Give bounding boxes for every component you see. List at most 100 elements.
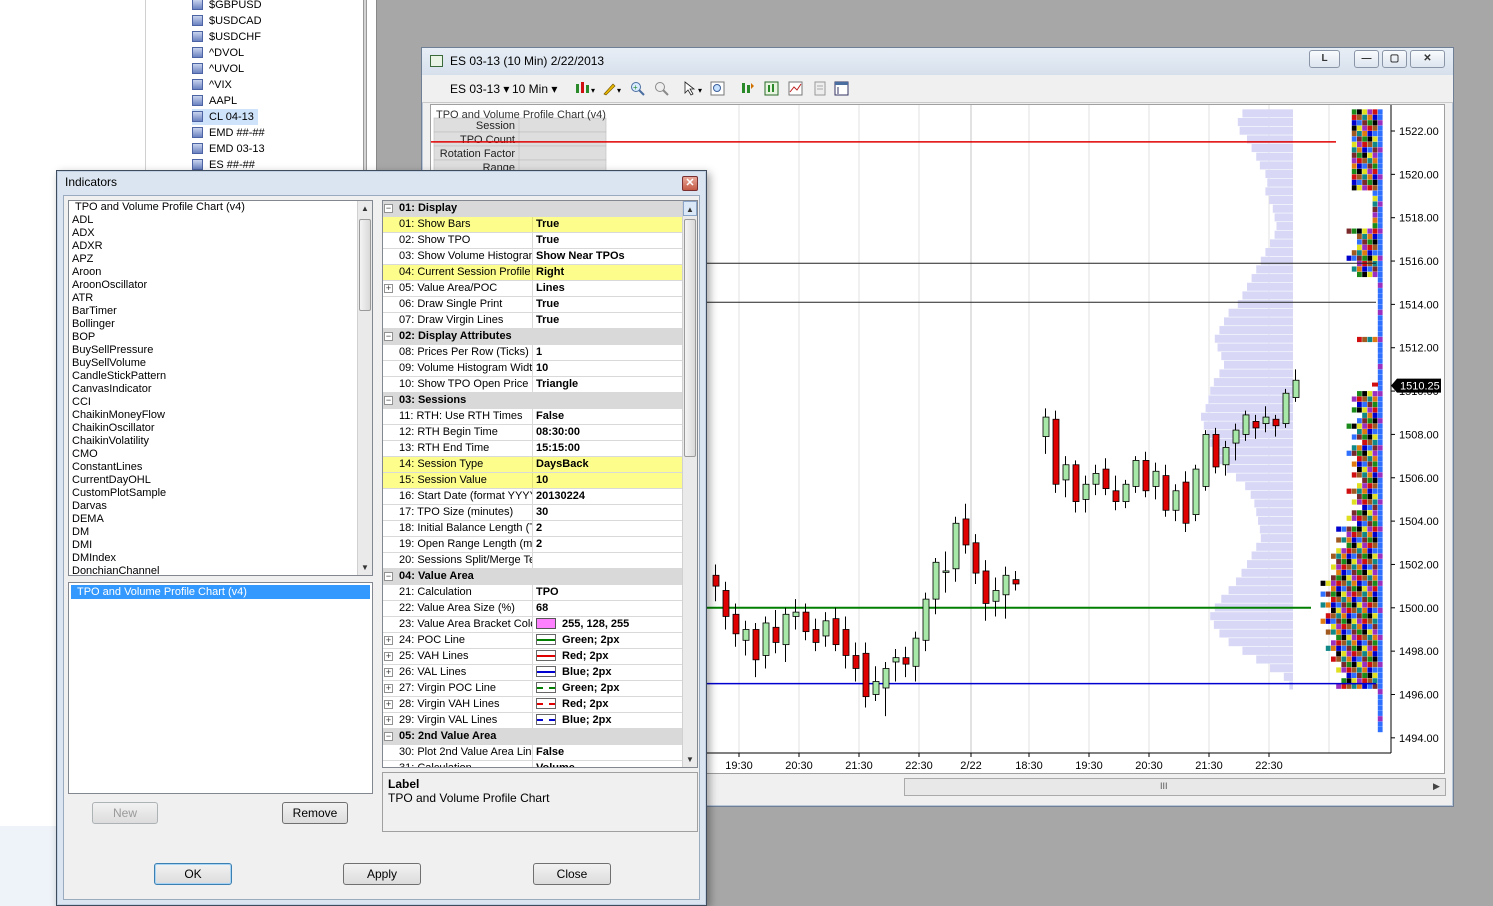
symbol-item[interactable]: ^UVOL xyxy=(192,61,244,77)
close-button[interactable]: Close xyxy=(533,863,611,885)
strategies-icon[interactable] xyxy=(788,81,803,96)
property-value[interactable]: 255, 128, 255 xyxy=(536,617,629,632)
indicator-list-item[interactable]: BuySellPressure xyxy=(72,344,154,356)
symbol-item[interactable]: AAPL xyxy=(192,93,237,109)
collapse-icon[interactable]: − xyxy=(384,203,393,213)
property-row[interactable]: 14: Session Type DaysBack xyxy=(383,457,697,473)
property-value[interactable]: 20130224 xyxy=(536,489,585,504)
property-grid-scrollbar[interactable]: ▲ ▼ xyxy=(682,201,697,767)
property-row[interactable]: 22: Value Area Size (%) 68 xyxy=(383,601,697,617)
property-row[interactable]: +29: Virgin VAL Lines Blue; 2px xyxy=(383,713,697,729)
instrument-selector[interactable]: ES 03-13 ▾ xyxy=(450,82,510,96)
zoom-in-icon[interactable]: + xyxy=(630,81,645,96)
data-series-icon[interactable] xyxy=(740,81,755,96)
property-row[interactable]: +28: Virgin VAH Lines Red; 2px xyxy=(383,697,697,713)
expand-icon[interactable]: + xyxy=(384,651,393,661)
property-value[interactable]: Lines xyxy=(536,281,565,296)
symbol-item[interactable]: ^DVOL xyxy=(192,45,244,61)
expand-icon[interactable]: + xyxy=(384,683,393,693)
collapse-icon[interactable]: − xyxy=(384,731,393,741)
prop-scroll-thumb[interactable] xyxy=(684,219,696,457)
property-value[interactable]: False xyxy=(536,745,564,760)
property-row[interactable]: 20: Sessions Split/Merge Template xyxy=(383,553,697,569)
indicator-list-item[interactable]: DonchianChannel xyxy=(72,565,160,576)
property-value[interactable]: Blue; 2px xyxy=(536,665,612,680)
scroll-down-arrow[interactable]: ▼ xyxy=(361,563,369,572)
symbol-item[interactable]: CL 04-13 xyxy=(192,109,258,125)
indicator-list-scrollbar[interactable]: ▲ ▼ xyxy=(357,201,372,575)
property-category[interactable]: −04: Value Area xyxy=(383,569,697,585)
property-row[interactable]: +05: Value Area/POC Lines xyxy=(383,281,697,297)
collapse-icon[interactable]: − xyxy=(384,571,393,581)
property-value[interactable]: 30 xyxy=(536,505,548,520)
property-row[interactable]: +24: POC Line Green; 2px xyxy=(383,633,697,649)
property-row[interactable]: 02: Show TPO True xyxy=(383,233,697,249)
indicator-list-item[interactable]: Aroon xyxy=(72,266,102,278)
property-row[interactable]: 30: Plot 2nd Value Area Lines False xyxy=(383,745,697,761)
property-value[interactable]: Blue; 2px xyxy=(536,713,612,728)
symbol-item[interactable]: EMD ##-## xyxy=(192,125,265,141)
indicators-icon[interactable] xyxy=(764,81,779,96)
prop-scroll-up-arrow[interactable]: ▲ xyxy=(683,201,697,216)
property-row[interactable]: 07: Draw Virgin Lines True xyxy=(383,313,697,329)
link-button[interactable]: L xyxy=(1309,50,1340,68)
indicator-list-item[interactable]: CandleStickPattern xyxy=(72,370,167,382)
indicator-list-item[interactable]: CMO xyxy=(72,448,98,460)
expand-icon[interactable]: + xyxy=(384,715,393,725)
property-value[interactable]: False xyxy=(536,409,564,424)
property-row[interactable]: 09: Volume Histogram Width 10 xyxy=(383,361,697,377)
symbol-item[interactable]: EMD 03-13 xyxy=(192,141,265,157)
property-row[interactable]: 19: Open Range Length (minutes)2 xyxy=(383,537,697,553)
property-value[interactable]: True xyxy=(536,313,559,328)
indicator-list-item[interactable]: AroonOscillator xyxy=(72,279,148,291)
applied-indicator-item[interactable]: TPO and Volume Profile Chart (v4) xyxy=(71,585,370,599)
ok-button[interactable]: OK xyxy=(154,863,232,885)
indicator-list-item[interactable]: ConstantLines xyxy=(72,461,143,473)
applied-indicators-list[interactable]: TPO and Volume Profile Chart (v4) xyxy=(68,582,373,794)
horizontal-scrollbar[interactable]: III ▶ xyxy=(904,778,1446,796)
property-row[interactable]: 08: Prices Per Row (Ticks) 1 xyxy=(383,345,697,361)
close-window-button[interactable]: ✕ xyxy=(1410,50,1445,68)
interval-selector[interactable]: 10 Min ▾ xyxy=(512,82,558,96)
indicator-list-item[interactable]: CurrentDayOHL xyxy=(72,474,151,486)
property-value[interactable]: Right xyxy=(536,265,564,280)
symbol-item[interactable]: $USDCHF xyxy=(192,29,261,45)
collapse-icon[interactable]: − xyxy=(384,331,393,341)
maximize-button[interactable]: ▢ xyxy=(1382,50,1407,68)
indicator-list-item[interactable]: ADL xyxy=(72,214,94,226)
bar-type-icon[interactable]: ▾ xyxy=(574,81,596,96)
property-value[interactable]: 68 xyxy=(536,601,548,616)
expand-icon[interactable]: + xyxy=(384,635,393,645)
symbol-item[interactable]: $USDCAD xyxy=(192,13,262,29)
property-value[interactable]: True xyxy=(536,233,559,248)
indicator-list-item[interactable]: DM xyxy=(72,526,90,538)
zoom-out-icon[interactable] xyxy=(654,81,669,96)
property-value[interactable]: 2 xyxy=(536,521,542,536)
indicator-list-item[interactable]: ChaikinMoneyFlow xyxy=(72,409,165,421)
property-row[interactable]: 10: Show TPO Open Price Triangle xyxy=(383,377,697,393)
indicator-list-item[interactable]: CanvasIndicator xyxy=(72,383,152,395)
collapse-icon[interactable]: − xyxy=(384,395,393,405)
indicator-list-item[interactable]: Bollinger xyxy=(72,318,115,330)
indicator-list-item[interactable]: DEMA xyxy=(72,513,104,525)
property-row[interactable]: 31: Calculation Volume xyxy=(383,761,697,767)
property-row[interactable]: 23: Value Area Bracket Color 255, 128, 25… xyxy=(383,617,697,633)
property-row[interactable]: 21: Calculation TPO xyxy=(383,585,697,601)
indicator-list-item[interactable]: ChaikinOscillator xyxy=(72,422,155,434)
indicator-list-item[interactable]: TPO and Volume Profile Chart (v4) xyxy=(75,201,245,213)
indicator-list-item[interactable]: APZ xyxy=(72,253,94,265)
property-value[interactable]: Red; 2px xyxy=(536,649,608,664)
property-value[interactable]: 10 xyxy=(536,361,548,376)
remove-button[interactable]: Remove xyxy=(282,802,348,824)
property-value[interactable]: 1 xyxy=(536,345,542,360)
property-value[interactable]: Green; 2px xyxy=(536,633,619,648)
property-row[interactable]: +27: Virgin POC Line Green; 2px xyxy=(383,681,697,697)
pointer-icon[interactable]: ▾ xyxy=(682,81,706,96)
property-value[interactable]: 15:15:00 xyxy=(536,441,580,456)
property-value[interactable]: Red; 2px xyxy=(536,697,608,712)
indicator-list-item[interactable]: ADX xyxy=(72,227,95,239)
property-row[interactable]: 01: Show Bars True xyxy=(383,217,697,233)
property-row[interactable]: 17: TPO Size (minutes) 30 xyxy=(383,505,697,521)
minimize-button[interactable]: — xyxy=(1354,50,1379,68)
